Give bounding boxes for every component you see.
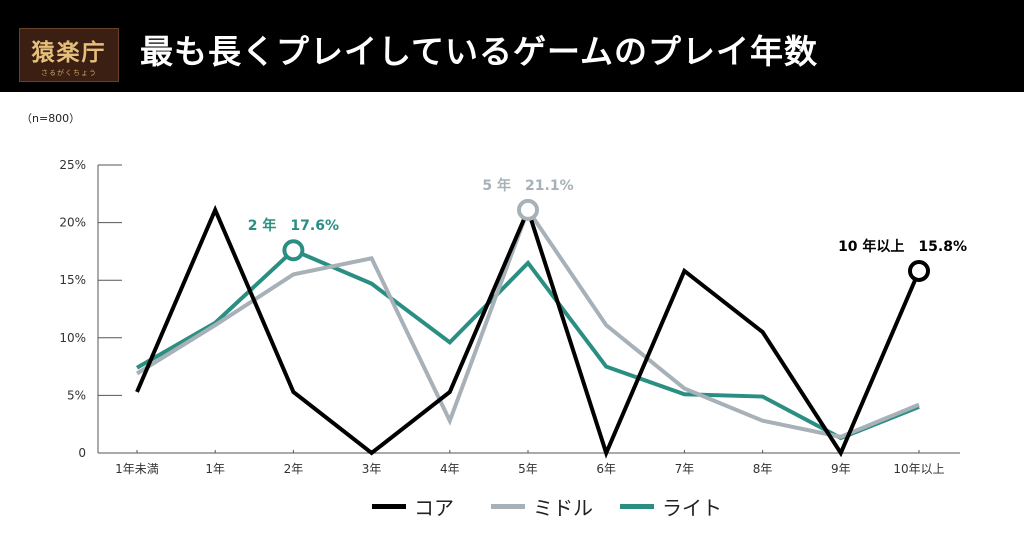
x-tick-label: 6年	[596, 462, 616, 476]
x-tick-label: 1年	[205, 462, 225, 476]
x-tick-label: 5年	[518, 462, 538, 476]
y-tick-label: 10%	[59, 331, 86, 345]
chart-legend: コア ミドル ライト	[0, 492, 1024, 520]
annotation-label-0: 2 年 17.6%	[248, 217, 339, 234]
y-tick-label: 20%	[59, 216, 86, 230]
x-tick-label: 9年	[831, 462, 851, 476]
sample-size-note: （n=800）	[21, 112, 81, 125]
annotation-marker-1	[517, 198, 539, 221]
legend-swatch	[372, 503, 406, 509]
x-tick-label: 7年	[675, 462, 695, 476]
annotation-marker-0	[282, 239, 305, 262]
legend-item-2: ライト	[620, 492, 722, 520]
y-tick-label: 15%	[59, 273, 86, 287]
x-tick-label: 3年	[362, 462, 382, 476]
logo-subtext: さるがくちょう	[41, 69, 97, 77]
logo-text: 猿楽庁	[31, 39, 107, 66]
x-tick-label: 2年	[284, 462, 304, 476]
header-bar: 猿楽庁 さるがくちょう 最も長くプレイしているゲームのプレイ年数	[0, 0, 1024, 92]
y-tick-label: 0	[78, 446, 86, 460]
annotation-label-2: 10 年以上 15.8%	[838, 238, 967, 255]
annotation-label-1: 5 年 21.1%	[482, 177, 573, 194]
brand-logo: 猿楽庁 さるがくちょう	[19, 28, 119, 82]
x-tick-label: 8年	[753, 462, 773, 476]
x-tick-label: 1年未満	[115, 462, 159, 476]
series-line-1	[135, 205, 920, 439]
legend-label: コア	[414, 495, 454, 520]
legend-swatch	[620, 503, 654, 509]
x-tick-label: 10年以上	[893, 462, 944, 476]
y-tick-label: 25%	[59, 158, 86, 172]
legend-item-0: コア	[372, 492, 454, 520]
page-title: 最も長くプレイしているゲームのプレイ年数	[140, 32, 819, 71]
legend-swatch	[491, 503, 525, 509]
y-tick-label: 5%	[67, 388, 86, 402]
annotation-marker-2	[908, 259, 930, 282]
x-tick-label: 4年	[440, 462, 460, 476]
series-line-2	[136, 247, 920, 441]
legend-item-1: ミドル	[491, 492, 593, 520]
legend-label: ライト	[662, 495, 722, 520]
legend-label: ミドル	[533, 495, 593, 520]
